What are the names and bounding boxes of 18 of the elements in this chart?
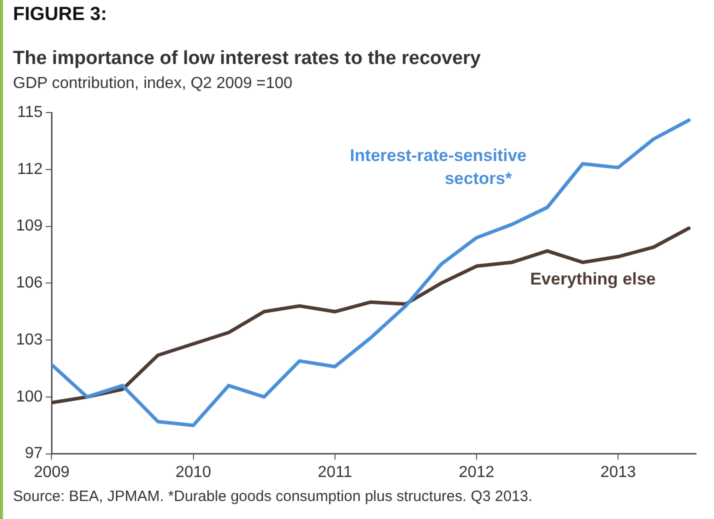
y-tick-label: 100 [16, 388, 43, 406]
source-note: Source: BEA, JPMAM. *Durable goods consumption plus structures. Q3 2013. [13, 488, 532, 505]
series-label: Everything else [530, 269, 656, 288]
series-label: Interest-rate-sensitive sectors* [350, 146, 527, 188]
y-tick-label: 97 [24, 445, 43, 462]
chart-subtitle: GDP contribution, index, Q2 2009 =100 [13, 75, 292, 93]
y-tick-label: 103 [16, 331, 43, 348]
x-tick-label: 2009 [34, 464, 70, 481]
y-tick-label: 115 [17, 104, 43, 122]
x-tick-label: 2010 [176, 464, 212, 481]
x-tick-label: 2012 [458, 464, 494, 481]
chart-title: The importance of low interest rates to the recovery [13, 48, 481, 70]
x-tick-label: 2011 [318, 464, 352, 481]
y-tick-label: 106 [16, 274, 43, 292]
caption: FIGURE 3: [13, 4, 107, 26]
x-tick-label: 2013 [600, 464, 636, 481]
y-tick-label: 109 [16, 218, 43, 235]
y-tick-label: 112 [17, 160, 43, 178]
